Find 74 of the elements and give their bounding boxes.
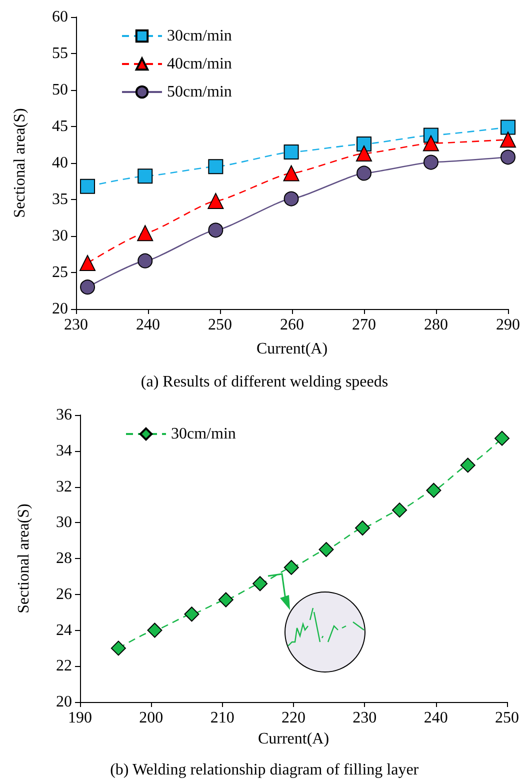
point (208, 192, 224, 209)
point (392, 502, 408, 518)
x-tick-label: 290 (496, 316, 520, 334)
point (283, 165, 300, 182)
y-tick-label: 35 (52, 191, 68, 208)
y-tick-label: 55 (52, 45, 68, 62)
point (208, 159, 224, 174)
point (356, 146, 372, 162)
y-tick-label: 24 (56, 622, 72, 639)
y-axis-title: Sectional area(S) (12, 108, 28, 218)
point (318, 542, 334, 558)
point (138, 253, 153, 268)
x-tick-label: 240 (424, 710, 448, 726)
x-tick-label: 250 (495, 710, 519, 726)
x-tick-label: 250 (208, 316, 232, 334)
point (110, 640, 126, 656)
point (500, 150, 516, 165)
y-tick-label: 30 (52, 228, 68, 244)
y-tick-label: 34 (56, 442, 72, 460)
point (500, 132, 516, 148)
point (284, 191, 299, 206)
x-tick-label: 260 (280, 316, 304, 334)
point (208, 222, 224, 238)
y-tick-label: 25 (52, 264, 68, 281)
y-tick-label: 20 (56, 694, 72, 710)
point (184, 606, 200, 622)
y-tick-label: 20 (52, 300, 68, 318)
y-tick-label: 45 (52, 118, 68, 135)
y-axis-title: Sectional area(S) (16, 504, 32, 614)
y-tick-label: 40 (52, 154, 68, 172)
x-tick-label: 200 (139, 710, 164, 726)
legend-label: 30cm/min (171, 426, 236, 442)
legend-label: 50cm/min (167, 84, 232, 100)
legend-label: 30cm/min (167, 28, 232, 44)
point (460, 458, 476, 473)
point (147, 622, 162, 638)
point (422, 135, 439, 152)
x-tick-label: 240 (136, 316, 160, 334)
point (252, 576, 268, 592)
x-tick-label: 230 (64, 316, 88, 334)
point (137, 225, 154, 242)
text: (b) Welding relationship diagram of filling layer (110, 762, 420, 778)
point (356, 136, 372, 152)
y-tick-label: 32 (56, 478, 72, 496)
point (138, 168, 153, 184)
x-axis-title: Current(A) (258, 730, 330, 748)
point (355, 520, 370, 536)
x-tick-label: 210 (210, 710, 234, 726)
point (356, 166, 372, 181)
legend-label: 40cm/min (167, 56, 232, 72)
point (80, 280, 96, 295)
point (423, 154, 438, 170)
y-tick-label: 36 (56, 406, 72, 424)
y-tick-label: 28 (56, 550, 72, 567)
point (426, 482, 442, 498)
x-tick-label: 270 (352, 316, 376, 334)
point (80, 178, 96, 194)
x-tick-label: 220 (282, 710, 306, 726)
text: (a) Results of different welding speeds (140, 374, 388, 390)
point (284, 144, 299, 160)
point (500, 120, 516, 135)
point (218, 592, 234, 608)
y-tick-label: 60 (52, 8, 68, 26)
y-tick-label: 26 (56, 586, 72, 603)
y-tick-label: 30 (56, 514, 72, 532)
point (284, 560, 299, 575)
x-tick-label: 230 (352, 710, 377, 726)
point (80, 255, 96, 272)
y-tick-label: 22 (56, 658, 72, 675)
x-tick-label: 190 (68, 710, 92, 726)
y-tick-label: 50 (52, 82, 68, 98)
x-axis-title: Current(A) (256, 340, 328, 358)
point (494, 430, 510, 446)
x-tick-label: 280 (424, 316, 448, 334)
